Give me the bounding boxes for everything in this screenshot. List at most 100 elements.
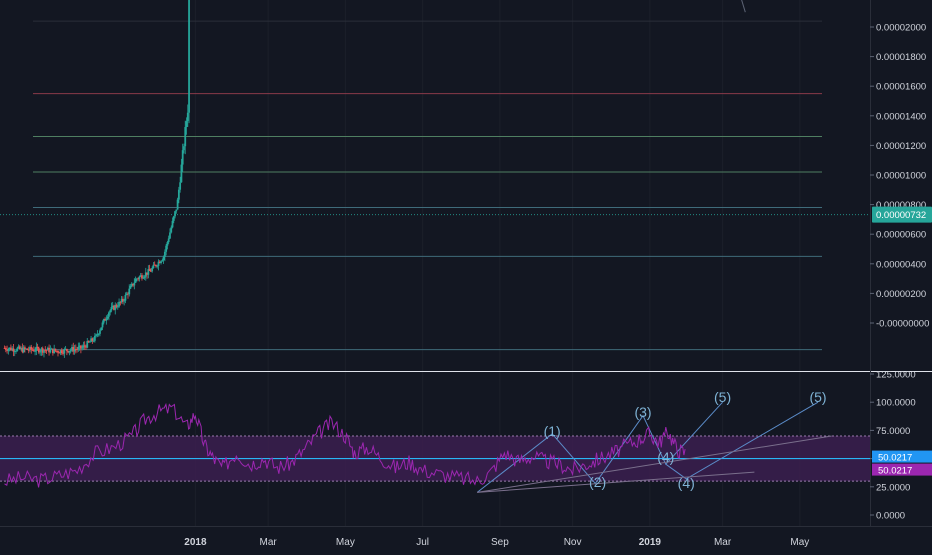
candle-body (113, 305, 115, 310)
candle-body (57, 350, 59, 353)
candle-body (7, 348, 10, 351)
candle-body (54, 348, 57, 351)
rsi-wave-label: (3) (634, 404, 651, 420)
x-tick-label: 2019 (639, 537, 662, 548)
candle-body (38, 348, 40, 353)
candle-body (143, 276, 146, 278)
candle-body (53, 348, 56, 354)
candle-body (166, 242, 169, 246)
candle-body (148, 269, 151, 271)
candle-body (79, 345, 82, 349)
candle-body (34, 350, 36, 352)
candle-body (183, 146, 185, 151)
x-tick-label: 2018 (184, 537, 207, 548)
rsi-wave-count-alt[interactable] (665, 401, 819, 480)
candle-body (132, 283, 134, 286)
candle-body (74, 349, 77, 350)
candle-body (149, 270, 152, 272)
rsi-fan-line[interactable] (477, 471, 755, 493)
candle-body (71, 347, 73, 350)
candle-body (104, 319, 106, 321)
rsi-wave-count[interactable] (476, 401, 723, 493)
candle-body (176, 199, 179, 210)
x-tick-label: Mar (714, 537, 732, 548)
candle-body (90, 338, 92, 342)
time-axis[interactable]: 2018 Mar May Jul Sep Nov 2019 Mar May (0, 526, 932, 549)
candle-body (95, 334, 98, 336)
candle-body (172, 216, 175, 221)
candle-body (60, 350, 63, 354)
y-tick-label: 0.00001200 (876, 141, 926, 152)
candle-body (35, 346, 38, 351)
x-tick-label: May (790, 537, 809, 548)
candle-body (123, 300, 126, 302)
candle-body (146, 272, 148, 275)
candle-body (41, 348, 44, 353)
candle-body (106, 316, 109, 319)
candle-body (120, 298, 123, 303)
candle-body (43, 350, 45, 353)
candle-body (138, 276, 141, 279)
candle-body (175, 209, 178, 212)
y-tick-label: 0.00000400 (876, 259, 926, 270)
candle-body (128, 288, 131, 295)
rsi-wave-label: (4) (678, 475, 695, 491)
candle-body (18, 346, 21, 350)
rsi-fan-line[interactable] (477, 435, 832, 493)
candle-body (93, 335, 96, 341)
candle-body (29, 346, 31, 351)
candle-body (10, 347, 12, 351)
candle-body (110, 307, 113, 311)
candle-body (55, 350, 58, 352)
last-price-tag (872, 206, 932, 223)
candle-body (48, 347, 50, 353)
candle-body (124, 294, 127, 301)
candle-body (121, 298, 124, 302)
y-tick-label: 0.00002000 (876, 23, 926, 34)
candle-body (50, 348, 53, 350)
candle-body (3, 348, 6, 349)
candle-body (101, 322, 104, 328)
rsi-series (4, 402, 686, 488)
candle-body (181, 150, 184, 165)
candle-body (25, 348, 28, 350)
candle-body (109, 310, 112, 313)
candle-body (82, 345, 85, 348)
rsi-wave-label: (1) (544, 423, 561, 439)
candle-body (179, 182, 182, 190)
candle-body (174, 211, 176, 217)
rsi-value-tag (872, 463, 932, 476)
drawings[interactable] (195, 0, 832, 493)
candle-body (125, 293, 128, 295)
candle-body (151, 268, 154, 272)
candle-body (129, 285, 132, 289)
rsi-line (4, 402, 686, 488)
candle-body (185, 121, 188, 128)
candle-body (13, 351, 16, 353)
candle-body (12, 348, 15, 352)
rsi-wave-label: (4) (657, 449, 674, 465)
price-axis[interactable]: 0.00002000 0.00001800 0.00001600 0.00001400… (870, 23, 929, 330)
candle-body (63, 349, 66, 354)
candle-body (85, 346, 87, 348)
candle-body (39, 351, 42, 353)
last-price-tag-label: 0.00000732 (876, 210, 926, 221)
rsi-tick-label: 125.0000 (876, 370, 916, 381)
rsi-value-tag-label: 50.0217 (878, 466, 912, 477)
candle-body (118, 301, 120, 307)
y-tick-label: 0.00001600 (876, 82, 926, 93)
x-tick-label: Sep (491, 537, 509, 548)
candle-body (127, 293, 129, 295)
candle-body (91, 338, 94, 341)
candle-body (4, 348, 7, 350)
candle-body (86, 341, 89, 348)
candle-body (46, 347, 49, 351)
candle-body (59, 350, 62, 354)
candle-body (115, 305, 118, 307)
candle-body (114, 305, 117, 310)
candle-body (161, 260, 164, 262)
candle-body (171, 220, 174, 228)
candle-body (20, 347, 22, 350)
